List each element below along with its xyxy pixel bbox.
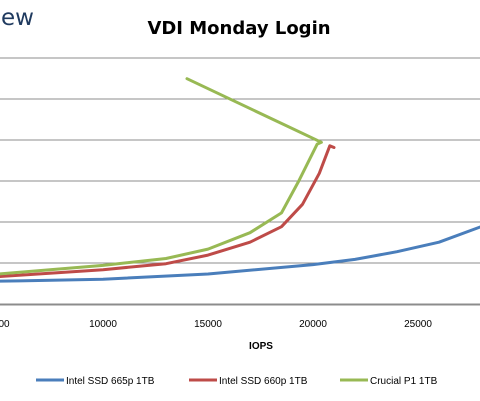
x-tick-label: 20000 [299, 319, 327, 330]
series-lines [0, 77, 480, 283]
x-tick-label: 15000 [194, 319, 222, 330]
series-line-2 [0, 144, 336, 278]
logo-fragment: ew [1, 5, 34, 31]
gridlines [0, 57, 480, 306]
legend-label: Intel SSD 665p 1TB [66, 376, 155, 387]
chart-title: VDI Monday Login [147, 18, 330, 39]
series-line-3 [0, 77, 323, 276]
x-tick-label: 10000 [89, 319, 117, 330]
legend-label: Crucial P1 1TB [370, 376, 438, 387]
legend: Intel SSD 665p 1TB Intel SSD 660p 1TB Cruc… [36, 376, 438, 387]
legend-label: Intel SSD 660p 1TB [219, 376, 308, 387]
x-tick-label: 25000 [404, 319, 432, 330]
series-line-1 [0, 225, 480, 283]
x-axis-label: IOPS [249, 341, 273, 352]
x-tick-labels: 00 10000 15000 20000 25000 [0, 319, 432, 330]
x-tick-label: 00 [0, 319, 10, 330]
